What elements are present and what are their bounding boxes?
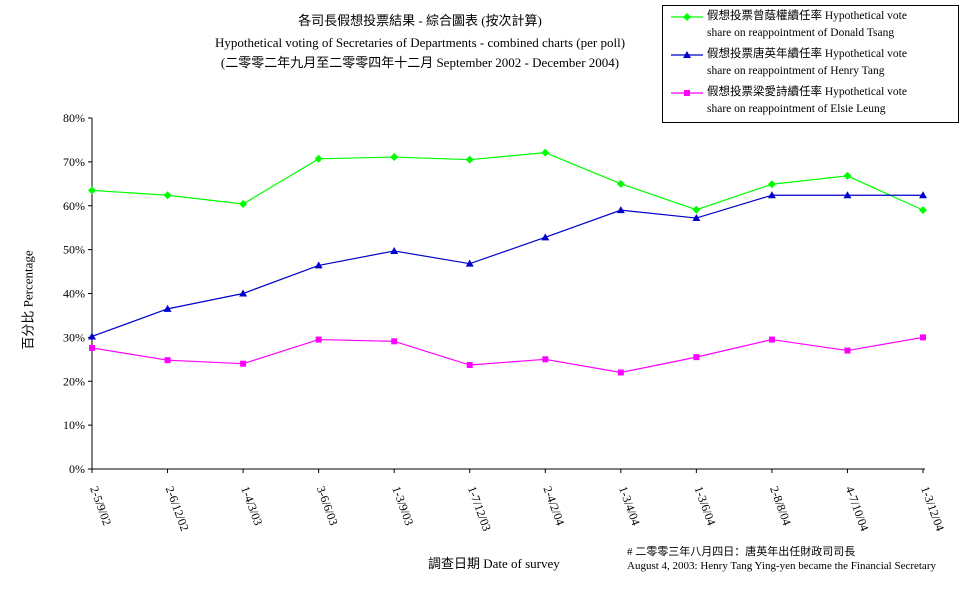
footnote: # 二零零三年八月四日：唐英年出任財政司司長 August 4, 2003: H… (627, 546, 936, 572)
x-tick-label: 2-6/12/02 (163, 484, 192, 533)
x-tick-label: 4-7/10/04 (843, 484, 872, 533)
data-point (391, 338, 398, 345)
y-tick-label: 10% (63, 418, 85, 432)
data-point (617, 369, 624, 376)
legend-label: 假想投票梁愛詩續任率 Hypothetical vote share on re… (707, 86, 907, 115)
y-tick-label: 50% (63, 243, 85, 257)
data-point (163, 304, 172, 312)
data-point (315, 336, 322, 343)
chart-subtitle: Hypothetical voting of Secretaries of De… (214, 35, 626, 50)
data-point (239, 199, 248, 208)
data-point (920, 334, 926, 341)
legend-label: 假想投票曾蔭權續任率 Hypothetical vote share on re… (707, 10, 907, 39)
data-point (541, 148, 550, 157)
data-point (919, 206, 927, 215)
data-point (843, 191, 852, 199)
chart-legend: 假想投票曾蔭權續任率 Hypothetical vote share on re… (662, 5, 959, 123)
legend-marker-diamond (671, 13, 703, 21)
data-point (616, 179, 625, 188)
data-point (919, 191, 927, 199)
data-point (164, 357, 171, 364)
series-line-0 (91, 152, 924, 211)
legend-item-henry-tang: 假想投票唐英年續任率 Hypothetical vote share on re… (663, 46, 958, 80)
x-axis-label: 調查日期 Date of survey (428, 556, 560, 571)
y-tick-label: 30% (63, 330, 85, 344)
y-tick-label: 0% (69, 462, 85, 476)
data-point (314, 261, 323, 269)
x-tick-label: 1-3/6/04 (692, 484, 719, 527)
legend-item-elsie-leung: 假想投票梁愛詩續任率 Hypothetical vote share on re… (663, 84, 958, 118)
y-tick-label: 20% (63, 374, 85, 388)
legend-marker-square (671, 90, 703, 96)
data-point (767, 191, 776, 199)
data-point (844, 347, 851, 354)
data-point (692, 205, 701, 214)
x-tick-label: 2-4/2/04 (540, 484, 567, 527)
data-point (692, 214, 701, 222)
data-point (767, 180, 776, 189)
series-line-1 (91, 194, 923, 338)
y-tick-label: 80% (63, 111, 85, 125)
data-point (239, 289, 248, 297)
data-point (163, 191, 172, 200)
x-tick-label: 1-3/4/04 (616, 484, 643, 527)
x-tick-label: 1-7/12/03 (465, 484, 494, 533)
legend-marker-triangle (671, 51, 703, 58)
data-point (390, 246, 399, 254)
data-point (240, 360, 247, 367)
y-tick-label: 70% (63, 155, 85, 169)
x-tick-label: 2-8/8/04 (767, 484, 794, 527)
legend-item-donald-tsang: 假想投票曾蔭權續任率 Hypothetical vote share on re… (663, 8, 958, 42)
x-tick-label: 3-6/6/03 (314, 484, 341, 527)
data-point (693, 354, 700, 361)
x-tick-label: 1-3/9/03 (389, 484, 416, 527)
data-point (616, 206, 625, 214)
y-axis-label: 百分比 Percentage (20, 250, 36, 350)
chart-title: 各司長假想投票結果 - 綜合圖表 (按次計算) (298, 13, 542, 28)
x-tick-label: 1-3/12/04 (918, 484, 947, 533)
data-point (88, 332, 96, 340)
data-point (390, 153, 399, 162)
series-line-2 (91, 336, 924, 374)
legend-label: 假想投票唐英年續任率 Hypothetical vote share on re… (707, 48, 907, 77)
data-point (465, 259, 474, 267)
data-point (768, 336, 775, 343)
y-tick-label: 40% (63, 287, 85, 301)
x-tick-label: 2-5/9/02 (87, 484, 114, 527)
data-point (314, 154, 323, 163)
data-point (465, 155, 474, 164)
data-point (541, 233, 550, 241)
y-tick-label: 60% (63, 199, 85, 213)
chart-subtitle-period: (二零零二年九月至二零零四年十二月 September 2002 - Decem… (220, 55, 620, 70)
data-point (88, 186, 96, 195)
data-point (843, 171, 852, 180)
data-point (466, 362, 473, 369)
data-point (89, 344, 95, 351)
x-tick-label: 1-4/3/03 (238, 484, 265, 527)
data-point (542, 356, 549, 363)
